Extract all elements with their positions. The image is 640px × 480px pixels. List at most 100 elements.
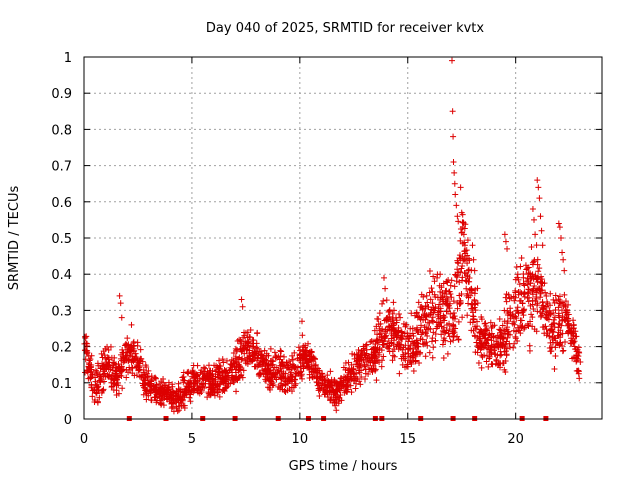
data-point [547,311,554,318]
data-point [265,361,272,368]
data-point [124,335,131,342]
data-point [435,315,442,322]
data-point [414,326,421,333]
data-point [166,398,173,405]
data-point [501,231,508,238]
data-point [575,344,582,351]
data-point [471,290,478,297]
data-point [534,286,541,293]
data-point [236,366,243,373]
data-point [428,306,435,313]
data-point [418,291,425,298]
data-point [310,365,317,372]
data-point [183,391,190,398]
data-point [270,358,277,365]
data-point [126,356,133,363]
data-point [247,334,254,341]
x-tick-label: 20 [507,432,524,447]
data-point [367,359,374,366]
data-point [559,342,566,349]
data-point [302,348,309,355]
data-point [118,314,125,321]
data-point [257,370,264,377]
data-point [356,369,363,376]
data-point [517,330,524,337]
data-point [353,358,360,365]
data-point [426,349,433,356]
data-point [200,364,207,371]
data-point [525,298,532,305]
data-point [102,373,109,380]
data-point [250,343,257,350]
data-point [239,355,246,362]
data-point [514,271,521,278]
data-point [219,356,226,363]
data-point [355,346,362,353]
data-point [470,313,477,320]
data-point [430,344,437,351]
data-point [453,278,460,285]
data-point [175,396,182,403]
data-point [332,396,339,403]
data-point [438,331,445,338]
data-point [531,216,538,223]
data-point [125,341,132,348]
data-point [421,324,428,331]
data-point [298,318,305,325]
data-point [197,387,204,394]
data-point [467,292,474,299]
data-point [413,309,420,316]
data-point [470,256,477,263]
data-point [402,349,409,356]
data-point [538,312,545,319]
data-point [535,184,542,191]
data-point [415,299,422,306]
x-tick-label: 0 [80,432,88,447]
data-point [277,381,284,388]
data-point [454,333,461,340]
data-point [311,373,318,380]
data-point [384,340,391,347]
data-point [415,328,422,335]
data-point [573,352,580,359]
data-point [423,292,430,299]
data-point [445,330,452,337]
data-point [422,353,429,360]
data-point [497,348,504,355]
data-point [220,386,227,393]
data-point [139,373,146,380]
data-point [442,337,449,344]
data-point [326,384,333,391]
data-point [277,384,284,391]
data-point [530,305,537,312]
data-point [561,291,568,298]
data-point [333,407,340,414]
data-point [459,314,466,321]
data-point [414,314,421,321]
data-point [491,322,498,329]
data-point [514,324,521,331]
data-point [410,333,417,340]
y-tick-label: 1 [64,51,72,66]
data-point [538,227,545,234]
data-point [433,325,440,332]
data-points [81,57,584,421]
data-point [271,364,278,371]
data-point [398,355,405,362]
data-point [321,382,328,389]
data-point [447,310,454,317]
data-point [491,350,498,357]
data-point [84,368,91,375]
data-point [559,249,566,256]
data-point [530,258,537,265]
data-point [515,309,522,316]
data-point [497,364,504,371]
data-point [471,267,478,274]
data-point [451,180,458,187]
data-point [539,324,546,331]
data-point [541,330,548,337]
data-point [437,305,444,312]
data-point [496,316,503,323]
data-point [391,307,398,314]
data-point [513,315,520,322]
